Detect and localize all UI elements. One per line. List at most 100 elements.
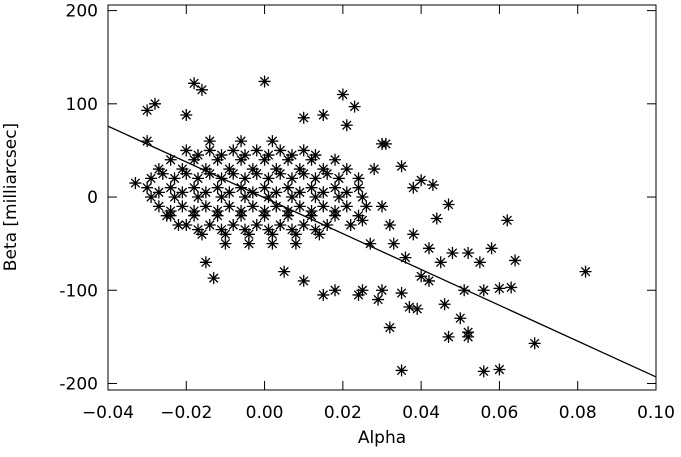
point: [223, 200, 236, 213]
y-tick-label: -200: [59, 374, 98, 394]
point: [192, 149, 205, 162]
point: [352, 288, 365, 301]
point: [203, 144, 216, 157]
point: [387, 237, 400, 250]
point: [454, 312, 467, 325]
point: [199, 200, 212, 213]
point: [329, 153, 342, 166]
point: [329, 181, 342, 194]
point: [176, 186, 189, 199]
point: [579, 265, 592, 278]
point: [305, 181, 318, 194]
point: [164, 153, 177, 166]
point: [156, 167, 169, 180]
point: [145, 191, 158, 204]
point: [340, 186, 353, 199]
point: [383, 219, 396, 231]
point: [203, 167, 216, 180]
point: [282, 209, 295, 222]
point: [317, 186, 330, 199]
point: [168, 172, 181, 185]
point: [262, 149, 275, 162]
point: [336, 88, 349, 101]
point: [356, 284, 369, 297]
point: [477, 365, 490, 378]
point: [297, 144, 310, 157]
point: [422, 242, 435, 255]
point: [383, 321, 396, 334]
point: [211, 181, 224, 194]
point: [239, 149, 251, 162]
point: [395, 160, 408, 173]
point: [407, 181, 420, 194]
point: [180, 109, 193, 121]
point: [250, 144, 263, 157]
point: [442, 198, 455, 211]
point: [148, 97, 161, 110]
x-tick-label: −0.02: [160, 403, 212, 423]
y-tick-label: 0: [87, 188, 98, 208]
point: [152, 186, 165, 199]
point: [168, 191, 181, 204]
point: [293, 163, 306, 176]
point: [199, 186, 212, 199]
point: [368, 163, 381, 176]
point: [235, 153, 248, 166]
point: [309, 149, 322, 162]
point: [340, 119, 353, 132]
x-tick-label: 0.10: [637, 403, 675, 423]
point: [415, 174, 428, 187]
point: [305, 153, 318, 166]
point: [329, 209, 342, 222]
point: [239, 191, 251, 204]
point: [395, 364, 408, 377]
point: [411, 302, 424, 315]
point: [352, 172, 365, 185]
point: [285, 223, 298, 236]
point: [223, 163, 236, 176]
point: [266, 135, 279, 148]
point: [258, 75, 271, 88]
point: [203, 135, 216, 148]
point: [250, 219, 263, 231]
fit-line: [107, 125, 657, 378]
point: [192, 191, 205, 204]
point: [305, 209, 318, 222]
point: [141, 181, 154, 194]
point: [180, 144, 193, 157]
point: [289, 228, 302, 241]
point: [340, 200, 353, 213]
point: [215, 223, 228, 236]
point: [235, 209, 248, 222]
point: [274, 144, 287, 157]
x-tick-label: −0.04: [82, 403, 134, 423]
point: [407, 228, 420, 241]
point: [152, 163, 165, 176]
point: [192, 223, 205, 236]
x-tick-label: 0.06: [480, 403, 518, 423]
point: [422, 274, 435, 287]
point: [430, 212, 443, 225]
point: [309, 223, 322, 236]
x-tick-label: 0.04: [402, 403, 440, 423]
point: [317, 109, 330, 121]
point: [176, 163, 189, 176]
point: [395, 287, 408, 300]
point: [442, 330, 455, 343]
point: [274, 167, 287, 180]
point: [372, 293, 385, 306]
point: [321, 167, 334, 180]
x-tick-label: 0.02: [324, 403, 362, 423]
point: [329, 284, 342, 297]
point: [352, 209, 365, 222]
point: [376, 200, 388, 213]
point: [188, 153, 201, 166]
x-tick-label: 0.00: [246, 403, 284, 423]
y-tick-label: 100: [66, 95, 98, 115]
point: [462, 246, 475, 259]
point: [192, 172, 205, 185]
point: [258, 153, 271, 166]
point: [235, 135, 248, 148]
point: [293, 186, 306, 199]
